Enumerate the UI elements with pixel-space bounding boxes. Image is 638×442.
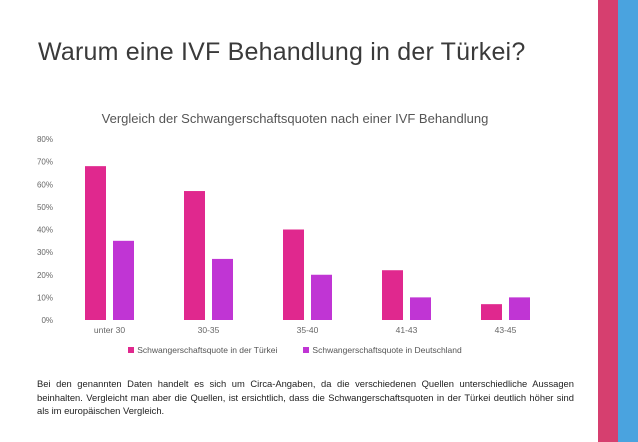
- chart-legend: Schwangerschaftsquote in der Türkei Schw…: [0, 345, 590, 355]
- bar-deutschland: [509, 297, 530, 320]
- x-tick-label: unter 30: [94, 325, 125, 335]
- legend-swatch-deutschland: [303, 347, 310, 353]
- y-tick-label: 70%: [37, 158, 53, 167]
- bar-deutschland: [410, 297, 431, 320]
- footnote-text: Bei den genannten Daten handelt es sich …: [37, 378, 574, 416]
- bar-tuerkei: [382, 270, 403, 320]
- y-tick-label: 80%: [37, 135, 53, 144]
- bar-deutschland: [212, 258, 233, 320]
- bar-deutschland: [113, 240, 134, 320]
- accent-stripe-pink: [598, 0, 618, 442]
- legend-swatch-tuerkei: [128, 347, 135, 353]
- y-tick-label: 40%: [37, 226, 53, 235]
- y-tick-label: 60%: [37, 180, 53, 189]
- legend-label-tuerkei: Schwangerschaftsquote in der Türkei: [137, 345, 278, 355]
- y-tick-label: 50%: [37, 203, 53, 212]
- y-tick-label: 30%: [37, 248, 53, 257]
- bar-tuerkei: [184, 191, 205, 320]
- slide-title: Warum eine IVF Behandlung in der Türkei?: [38, 38, 526, 66]
- x-tick-label: 30-35: [198, 325, 220, 335]
- accent-stripe-blue: [618, 0, 638, 442]
- x-tick-label: 43-45: [495, 325, 517, 335]
- y-tick-label: 10%: [37, 293, 53, 302]
- bar-tuerkei: [283, 229, 304, 320]
- legend-label-deutschland: Schwangerschaftsquote in Deutschland: [312, 345, 462, 355]
- chart-title: Vergleich der Schwangerschaftsquoten nac…: [101, 111, 489, 126]
- legend-item-deutschland: Schwangerschaftsquote in Deutschland: [303, 345, 462, 355]
- legend-item-tuerkei: Schwangerschaftsquote in der Türkei: [128, 345, 277, 355]
- y-tick-label: 0%: [41, 316, 53, 325]
- x-tick-label: 41-43: [396, 325, 418, 335]
- x-tick-label: 35-40: [297, 325, 319, 335]
- bar-tuerkei: [481, 304, 502, 320]
- bar-deutschland: [311, 274, 332, 320]
- bar-tuerkei: [85, 166, 106, 320]
- y-tick-label: 20%: [37, 271, 53, 280]
